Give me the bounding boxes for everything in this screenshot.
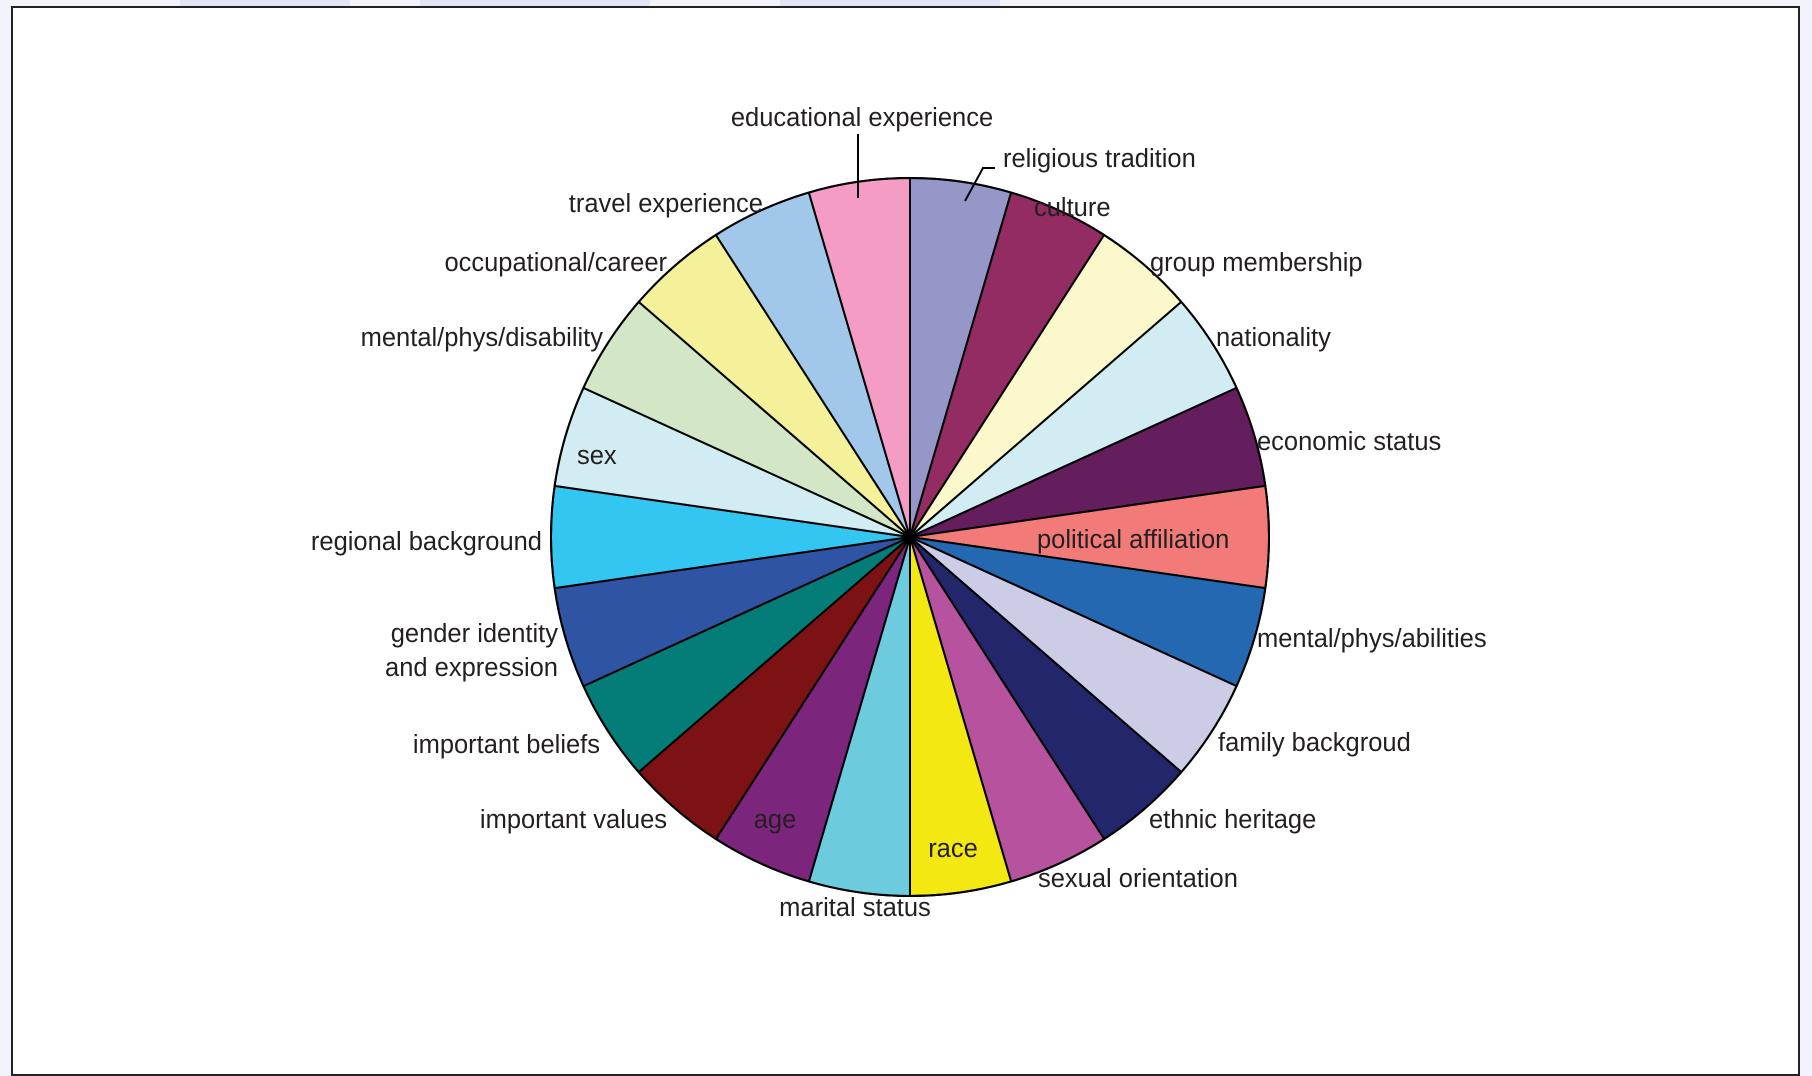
slice-label-race: race <box>928 835 978 863</box>
slice-label-culture: culture <box>1034 194 1111 222</box>
slice-label-important-beliefs: important beliefs <box>413 731 600 759</box>
slice-label-educational-experience: educational experience <box>731 104 993 132</box>
slice-label-marital-status: marital status <box>779 894 931 922</box>
slice-label-important-values: important values <box>480 806 667 834</box>
slice-label-political-affiliation: political affiliation <box>1037 526 1229 554</box>
slice-label-group-membership: group membership <box>1150 249 1363 277</box>
slice-label-nationality: nationality <box>1216 324 1331 352</box>
slice-label-regional-background: regional background <box>311 528 542 556</box>
pie-outline <box>550 177 1270 897</box>
slice-label-sexual-orientation: sexual orientation <box>1038 865 1238 893</box>
slice-label-religious-tradition: religious tradition <box>1003 145 1196 173</box>
slice-label-ethnic-heritage: ethnic heritage <box>1149 806 1316 834</box>
slice-label-sex: sex <box>577 442 617 470</box>
slice-label-family-backgroud: family backgroud <box>1218 729 1411 757</box>
leader-line-religious-tradition <box>964 167 995 202</box>
slice-label-mental-phys-disability: mental/phys/disability <box>361 324 604 352</box>
slice-label-economic-status: economic status <box>1257 428 1441 456</box>
slice-label-travel-experience: travel experience <box>569 190 763 218</box>
slice-label-age: age <box>754 806 797 834</box>
slice-label-mental-phys-abilities: mental/phys/abilities <box>1257 625 1487 653</box>
slice-label-occupational-career: occupational/career <box>444 249 667 277</box>
slice-label-gender-identity-and-expression: gender identity and expression <box>385 620 558 682</box>
